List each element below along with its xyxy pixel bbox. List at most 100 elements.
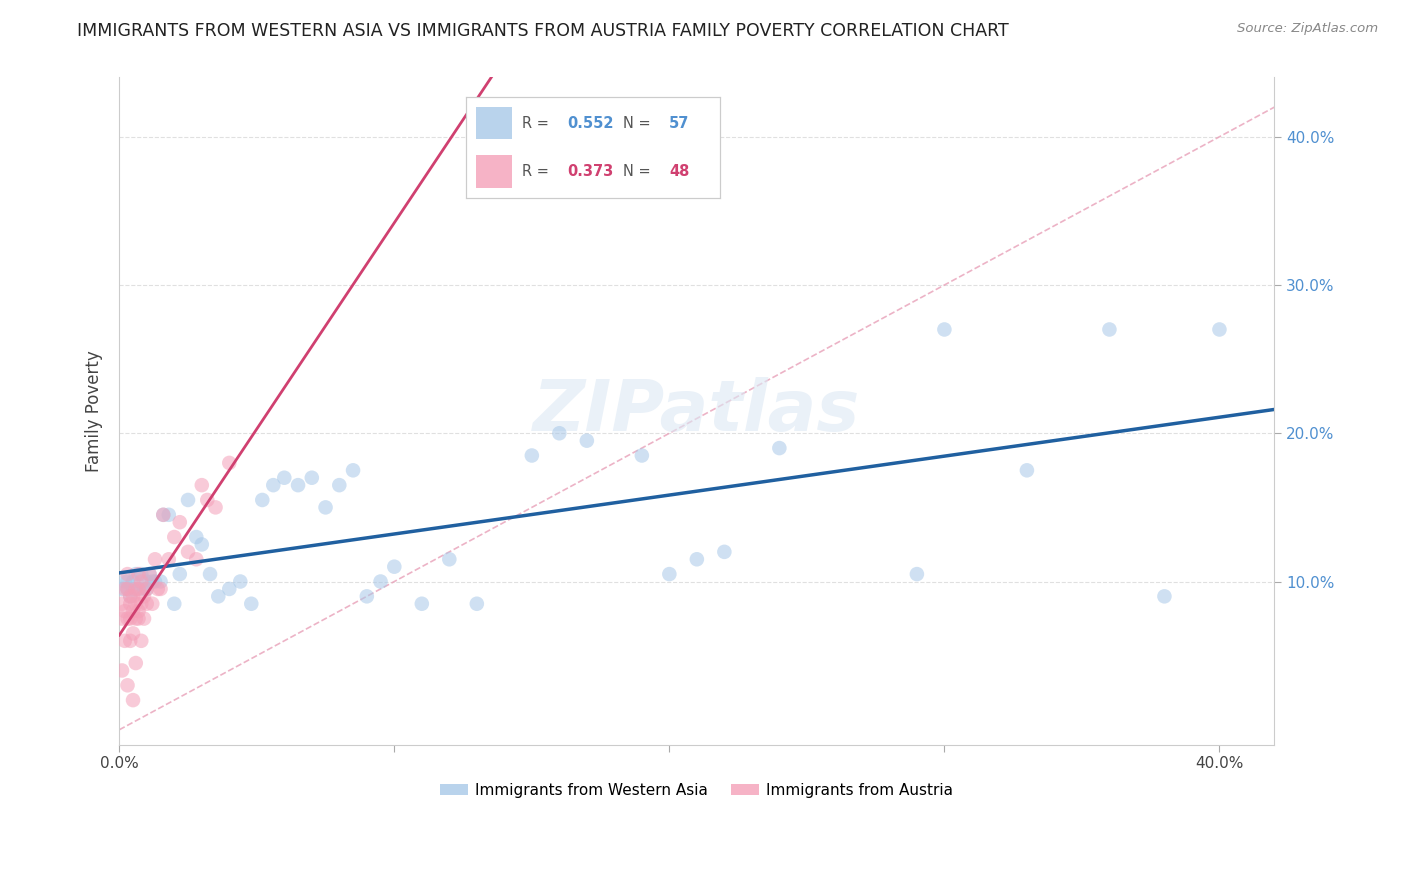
Point [465, 597, 488, 611]
Y-axis label: Family Poverty: Family Poverty [86, 351, 103, 472]
Point [177, 545, 200, 559]
Point [169, 515, 191, 529]
Point [149, 582, 172, 596]
Point [125, 582, 148, 596]
Point [114, 574, 136, 589]
Point [122, 604, 145, 618]
Point [177, 493, 200, 508]
Text: Source: ZipAtlas.com: Source: ZipAtlas.com [1237, 22, 1378, 36]
Legend: Immigrants from Western Asia, Immigrants from Austria: Immigrants from Western Asia, Immigrants… [434, 776, 959, 804]
Point [146, 582, 169, 596]
Point [111, 664, 134, 678]
Point [152, 508, 174, 522]
Point [631, 449, 654, 463]
Point [128, 582, 150, 596]
Point [768, 441, 790, 455]
Point [1015, 463, 1038, 477]
Point [117, 611, 139, 625]
Point [575, 434, 598, 448]
Point [382, 559, 405, 574]
Point [114, 582, 136, 596]
Point [207, 590, 229, 604]
Point [191, 537, 214, 551]
Point [128, 567, 150, 582]
Point [186, 530, 208, 544]
Point [149, 574, 172, 589]
Point [117, 574, 139, 589]
Point [273, 471, 295, 485]
Point [262, 478, 284, 492]
Text: ZIPatlas: ZIPatlas [533, 376, 860, 445]
Point [129, 597, 152, 611]
Point [157, 552, 180, 566]
Point [713, 545, 735, 559]
Point [163, 597, 186, 611]
Point [229, 574, 252, 589]
Point [128, 582, 150, 596]
Point [120, 597, 142, 611]
Text: IMMIGRANTS FROM WESTERN ASIA VS IMMIGRANTS FROM AUSTRIA FAMILY POVERTY CORRELATI: IMMIGRANTS FROM WESTERN ASIA VS IMMIGRAN… [77, 22, 1010, 40]
Point [686, 552, 709, 566]
Point [287, 478, 309, 492]
Point [328, 478, 350, 492]
Point [905, 567, 928, 582]
Point [143, 574, 166, 589]
Point [252, 493, 274, 508]
Point [120, 590, 142, 604]
Point [122, 574, 145, 589]
Point [548, 426, 571, 441]
Point [1208, 322, 1230, 336]
Point [152, 508, 174, 522]
Point [125, 567, 148, 582]
Point [301, 471, 323, 485]
Point [186, 552, 208, 566]
Point [218, 582, 240, 596]
Point [195, 493, 218, 508]
Point [141, 574, 163, 589]
Point [135, 582, 157, 596]
Point [114, 633, 136, 648]
Point [356, 590, 378, 604]
Point [128, 604, 150, 618]
Point [132, 582, 155, 596]
Point [520, 449, 543, 463]
Point [658, 567, 681, 582]
Point [122, 590, 145, 604]
Point [157, 508, 180, 522]
Point [122, 582, 145, 596]
Point [129, 633, 152, 648]
Point [191, 478, 214, 492]
Point [111, 611, 134, 625]
Point [132, 590, 155, 604]
Point [111, 597, 134, 611]
Point [122, 626, 145, 640]
Point [111, 582, 134, 596]
Point [198, 567, 221, 582]
Point [122, 693, 145, 707]
Point [135, 582, 157, 596]
Point [114, 604, 136, 618]
Point [411, 597, 433, 611]
Point [135, 597, 157, 611]
Point [163, 530, 186, 544]
Point [315, 500, 337, 515]
Point [120, 590, 142, 604]
Point [1153, 590, 1175, 604]
Point [120, 611, 142, 625]
Point [439, 552, 461, 566]
Point [120, 633, 142, 648]
Point [218, 456, 240, 470]
Point [240, 597, 263, 611]
Point [138, 567, 160, 582]
Point [135, 574, 157, 589]
Point [128, 611, 150, 625]
Point [129, 574, 152, 589]
Point [204, 500, 226, 515]
Point [117, 678, 139, 692]
Point [117, 567, 139, 582]
Point [125, 656, 148, 670]
Point [117, 582, 139, 596]
Point [370, 574, 392, 589]
Point [934, 322, 956, 336]
Point [132, 611, 155, 625]
